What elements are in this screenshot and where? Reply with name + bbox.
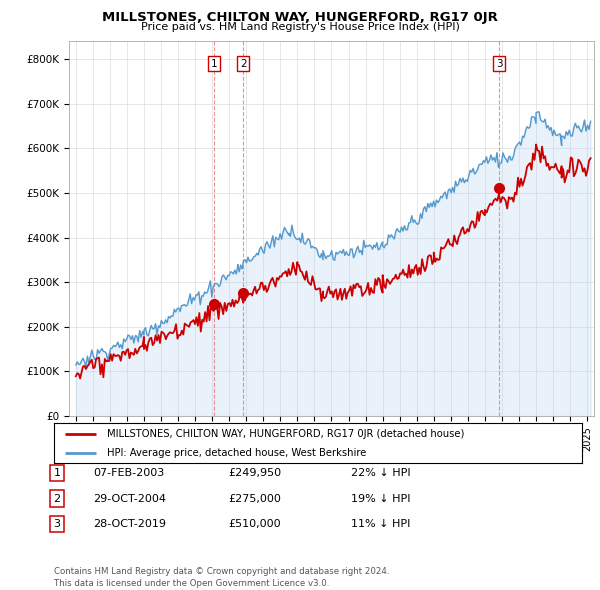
Text: 3: 3 — [496, 58, 502, 68]
Text: 1: 1 — [53, 468, 61, 478]
Text: £249,950: £249,950 — [228, 468, 281, 478]
Text: 2: 2 — [53, 494, 61, 503]
Text: 1: 1 — [211, 58, 217, 68]
Text: Price paid vs. HM Land Registry's House Price Index (HPI): Price paid vs. HM Land Registry's House … — [140, 22, 460, 32]
Text: 07-FEB-2003: 07-FEB-2003 — [93, 468, 164, 478]
Text: 22% ↓ HPI: 22% ↓ HPI — [351, 468, 410, 478]
Text: £510,000: £510,000 — [228, 519, 281, 529]
Text: MILLSTONES, CHILTON WAY, HUNGERFORD, RG17 0JR (detached house): MILLSTONES, CHILTON WAY, HUNGERFORD, RG1… — [107, 430, 464, 440]
Text: 28-OCT-2019: 28-OCT-2019 — [93, 519, 166, 529]
Text: HPI: Average price, detached house, West Berkshire: HPI: Average price, detached house, West… — [107, 448, 366, 458]
Text: £275,000: £275,000 — [228, 494, 281, 503]
Text: 3: 3 — [53, 519, 61, 529]
Text: MILLSTONES, CHILTON WAY, HUNGERFORD, RG17 0JR: MILLSTONES, CHILTON WAY, HUNGERFORD, RG1… — [102, 11, 498, 24]
Text: 11% ↓ HPI: 11% ↓ HPI — [351, 519, 410, 529]
Text: 2: 2 — [240, 58, 247, 68]
Text: Contains HM Land Registry data © Crown copyright and database right 2024.
This d: Contains HM Land Registry data © Crown c… — [54, 567, 389, 588]
Text: 29-OCT-2004: 29-OCT-2004 — [93, 494, 166, 503]
Text: 19% ↓ HPI: 19% ↓ HPI — [351, 494, 410, 503]
